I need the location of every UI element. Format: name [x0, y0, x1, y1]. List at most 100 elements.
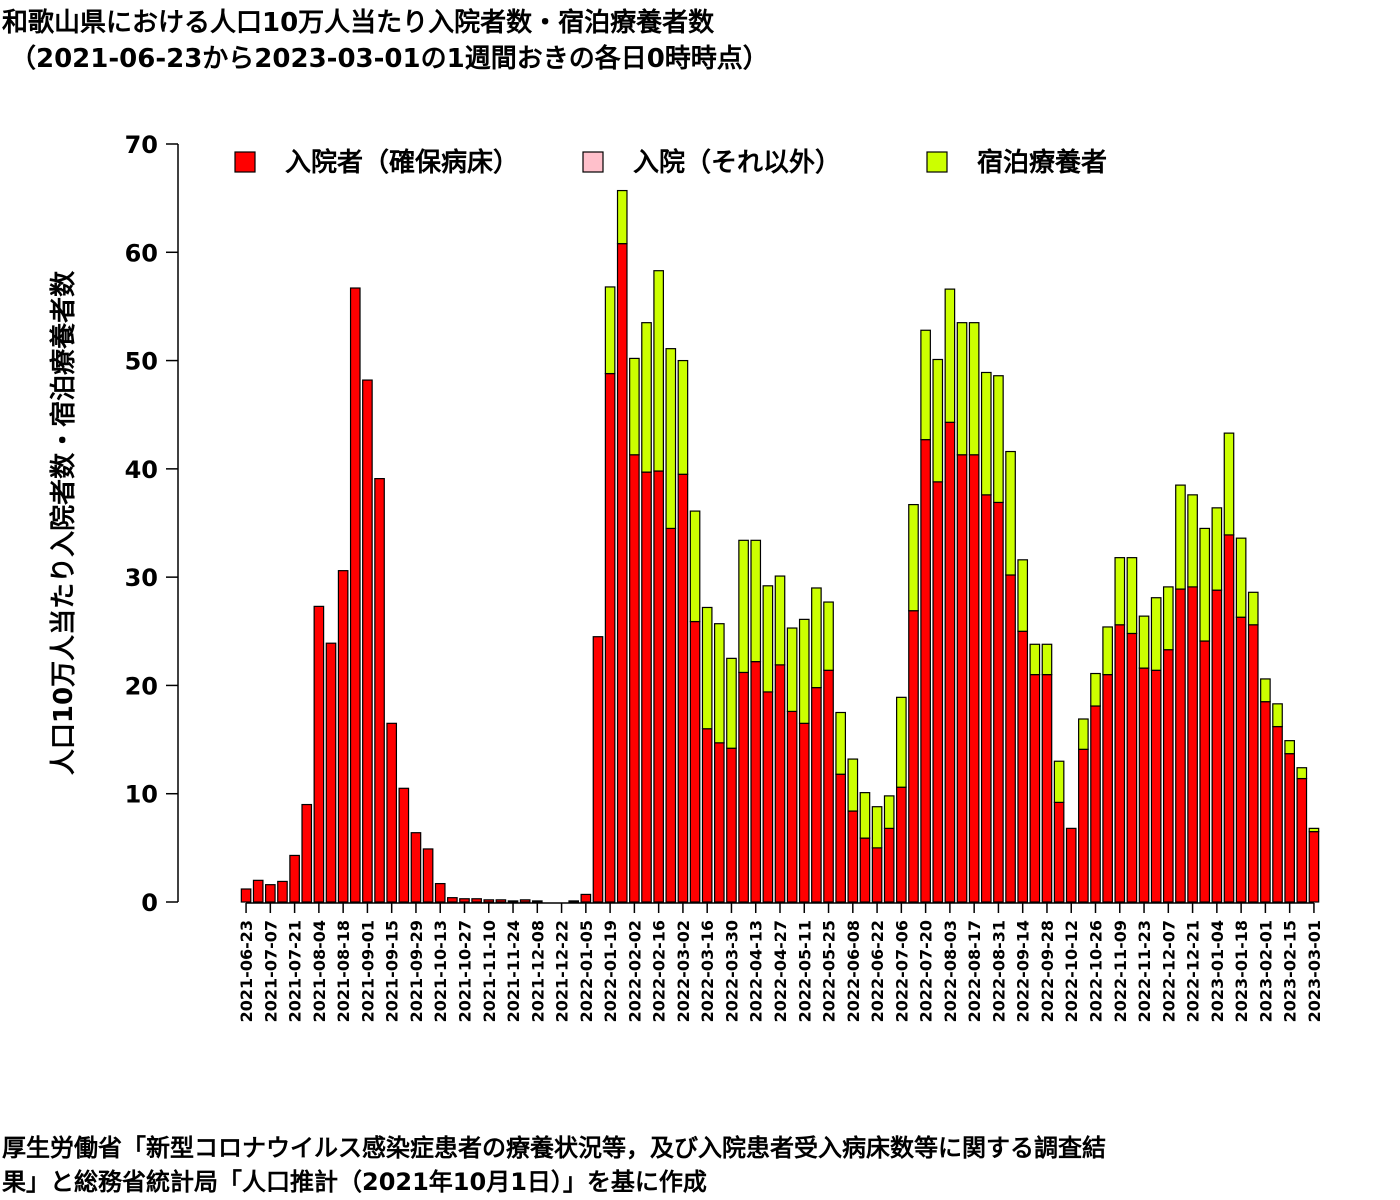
bar-segment-1	[1053, 801, 1065, 903]
bar-segment-3	[871, 806, 883, 849]
bar-segment-1	[847, 810, 859, 903]
bar-segment-3	[750, 539, 762, 663]
bar-segment-3	[1041, 643, 1053, 676]
x-tick-label: 2022-10-26	[1087, 920, 1106, 1022]
x-tick-label: 2023-02-01	[1256, 920, 1275, 1022]
bar-chart: 0 10 20 30 40 50 60 70 人口10万人当たり入院者数・宿泊療養者数 2021-…	[48, 131, 1324, 1022]
bar-segment-1	[301, 803, 313, 903]
legend-swatch-1	[234, 151, 256, 173]
bar-segment-1	[1017, 630, 1029, 903]
bar-segment-3	[835, 711, 847, 775]
bar-segment-3	[859, 792, 871, 839]
bar-segment-1	[713, 742, 725, 903]
bar-segment-3	[1029, 643, 1041, 676]
x-tick-label: 2021-06-23	[237, 920, 256, 1022]
bar-segment-1	[289, 854, 300, 903]
bar-segment-1	[1235, 616, 1247, 903]
x-tick-label: 2022-12-21	[1184, 920, 1203, 1022]
bar-segment-1	[1078, 748, 1089, 903]
bar-segment-3	[677, 359, 689, 475]
bar-segment-1	[738, 671, 749, 903]
bar-segment-1	[835, 773, 847, 903]
bar-segment-1	[519, 899, 531, 903]
legend-label-1: 入院者（確保病床）	[285, 147, 519, 178]
bar-segment-1	[265, 884, 276, 903]
bar-segment-1	[483, 899, 495, 903]
y-tick-label: 50	[125, 348, 158, 376]
x-tick-label: 2022-09-14	[1014, 920, 1033, 1022]
bar-segment-1	[944, 421, 956, 903]
bar-segment-1	[1041, 673, 1053, 903]
bar-segment-1	[374, 478, 385, 903]
bar-segment-1	[1260, 701, 1271, 903]
bar-segment-1	[726, 747, 737, 903]
x-tick-label: 2022-08-31	[989, 920, 1008, 1022]
x-tick-label: 2021-11-24	[504, 920, 523, 1022]
x-tick-label: 2022-07-20	[917, 920, 936, 1022]
bar-segment-3	[944, 288, 956, 423]
x-tick-label: 2021-07-07	[261, 920, 280, 1022]
x-tick-label: 2022-11-09	[1111, 920, 1130, 1022]
bar-segment-1	[980, 494, 992, 903]
bar-segment-3	[738, 539, 749, 674]
bar-segment-3	[1017, 559, 1029, 632]
bar-segment-3	[1162, 586, 1174, 651]
y-tick-label: 70	[125, 131, 158, 159]
bar-segment-1	[277, 880, 288, 903]
bar-segment-3	[1223, 432, 1235, 536]
bar-segment-1	[1175, 588, 1186, 903]
x-tick-label: 2021-09-15	[383, 920, 402, 1022]
chart-title: 和歌山県における人口10万人当たり入院者数・宿泊療養者数	[2, 8, 715, 38]
bar-segment-1	[1162, 649, 1174, 903]
bar-segment-3	[968, 322, 980, 456]
bar-segment-3	[980, 371, 992, 496]
legend-swatch-2	[582, 151, 604, 173]
bar-segment-3	[1175, 484, 1186, 590]
x-tick-label: 2022-07-06	[892, 920, 911, 1022]
bar-segment-1	[386, 722, 398, 903]
bar-segment-3	[1272, 703, 1283, 728]
x-tick-label: 2022-04-27	[771, 920, 790, 1022]
x-tick-label: 2021-08-18	[334, 920, 353, 1022]
bar-segment-1	[1247, 624, 1259, 903]
bar-segment-3	[798, 618, 810, 724]
x-tick-label: 2023-02-15	[1281, 920, 1300, 1022]
x-tick-label: 2022-09-28	[1038, 920, 1057, 1022]
bar-segment-3	[1284, 740, 1295, 755]
bar-segment-1	[398, 787, 410, 903]
y-tick-label: 60	[125, 239, 158, 267]
y-tick-label: 20	[125, 672, 158, 700]
bar-segment-1	[1090, 705, 1101, 903]
bar-segment-1	[956, 454, 968, 903]
bar-segment-1	[883, 827, 895, 903]
bar-segment-1	[762, 691, 774, 903]
bar-segment-1	[774, 664, 786, 903]
bar-segment-3	[774, 575, 786, 666]
bar-segment-3	[908, 503, 919, 612]
bar-segment-3	[823, 601, 834, 671]
bar-segment-3	[665, 348, 677, 530]
bar-segment-3	[653, 270, 664, 472]
bar-segment-1	[434, 882, 446, 903]
bar-segment-1	[1126, 632, 1138, 903]
bar-segment-1	[1114, 624, 1126, 903]
x-tick-label: 2022-01-05	[577, 920, 596, 1022]
bar-segment-1	[447, 897, 458, 903]
bar-segment-3	[1126, 557, 1138, 635]
bar-segment-1	[531, 900, 543, 903]
bar-segment-3	[920, 329, 931, 441]
bar-segment-3	[1235, 537, 1247, 618]
bar-segment-3	[713, 623, 725, 744]
x-tick-label: 2021-11-10	[480, 920, 499, 1022]
bar-segment-3	[1199, 527, 1211, 642]
bar-segment-1	[1150, 669, 1162, 903]
bar-segment-3	[1090, 672, 1101, 707]
bar-segment-1	[616, 243, 628, 903]
bar-segment-3	[896, 696, 907, 788]
bar-segment-1	[568, 900, 580, 903]
bar-segment-3	[1296, 767, 1308, 780]
source-note-line2: 果」と総務省統計局「人口推計（2021年10月1日）」を基に作成	[2, 1168, 707, 1196]
y-tick-label: 40	[125, 456, 158, 484]
bar-segment-1	[896, 786, 907, 903]
bar-segment-1	[362, 379, 373, 903]
